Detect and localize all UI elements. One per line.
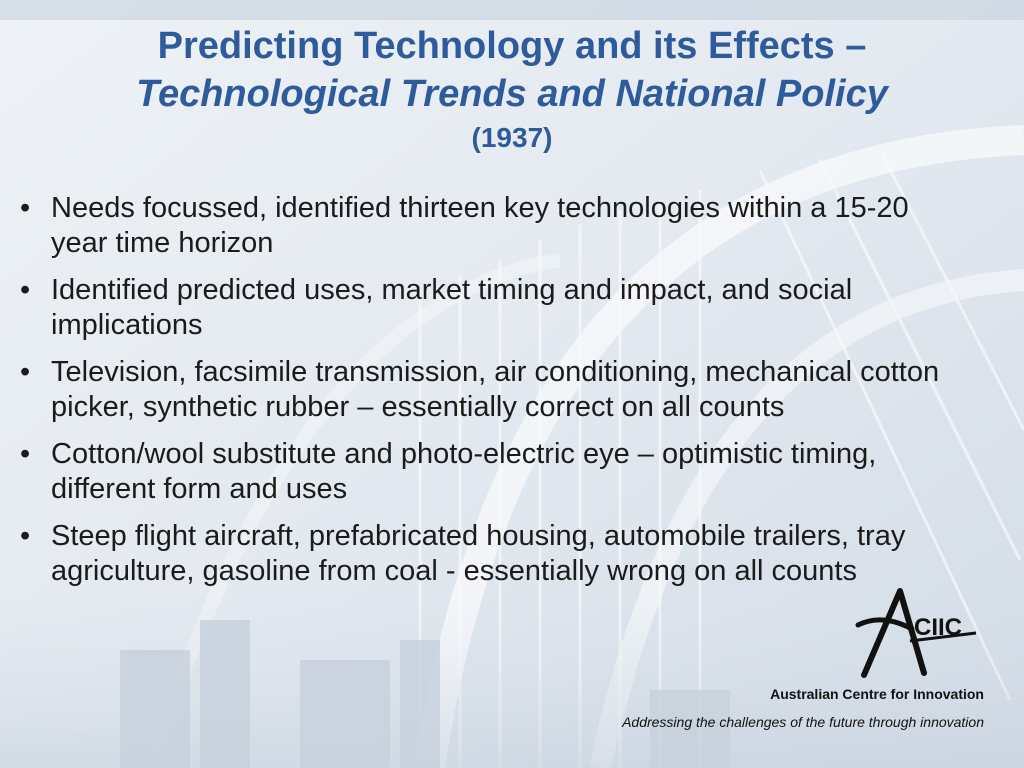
bullet-marker: • <box>20 520 31 552</box>
bullet-item: • Steep flight aircraft, prefabricated h… <box>20 519 950 589</box>
title-line-subtitle: Technological Trends and National Policy <box>136 73 888 115</box>
organization-name: Australian Centre for Innovation <box>770 686 984 702</box>
bullet-marker: • <box>20 274 31 306</box>
bullet-list: • Needs focussed, identified thirteen ke… <box>20 191 950 601</box>
bullet-text: Cotton/wool substitute and photo-electri… <box>51 438 877 505</box>
bullet-item: • Television, facsimile transmission, ai… <box>20 355 950 425</box>
logo-text: CIIC <box>914 614 962 641</box>
organization-tagline: Addressing the challenges of the future … <box>622 714 984 730</box>
bullet-text: Needs focussed, identified thirteen key … <box>51 192 909 259</box>
bullet-item: • Cotton/wool substitute and photo-elect… <box>20 437 950 507</box>
bullet-marker: • <box>20 356 31 388</box>
bullet-text: Identified predicted uses, market timing… <box>51 274 853 341</box>
bullet-text: Television, facsimile transmission, air … <box>51 356 940 423</box>
slide-title: Predicting Technology and its Effects – … <box>0 22 1024 156</box>
aciic-logo: CIIC <box>855 588 977 678</box>
title-line-main: Predicting Technology and its Effects – <box>157 25 867 67</box>
bullet-item: • Identified predicted uses, market timi… <box>20 273 950 343</box>
bullet-text: Steep flight aircraft, prefabricated hou… <box>51 520 906 587</box>
bullet-marker: • <box>20 192 31 224</box>
bullet-item: • Needs focussed, identified thirteen ke… <box>20 191 950 261</box>
bullet-marker: • <box>20 438 31 470</box>
title-line-year: (1937) <box>471 122 553 153</box>
